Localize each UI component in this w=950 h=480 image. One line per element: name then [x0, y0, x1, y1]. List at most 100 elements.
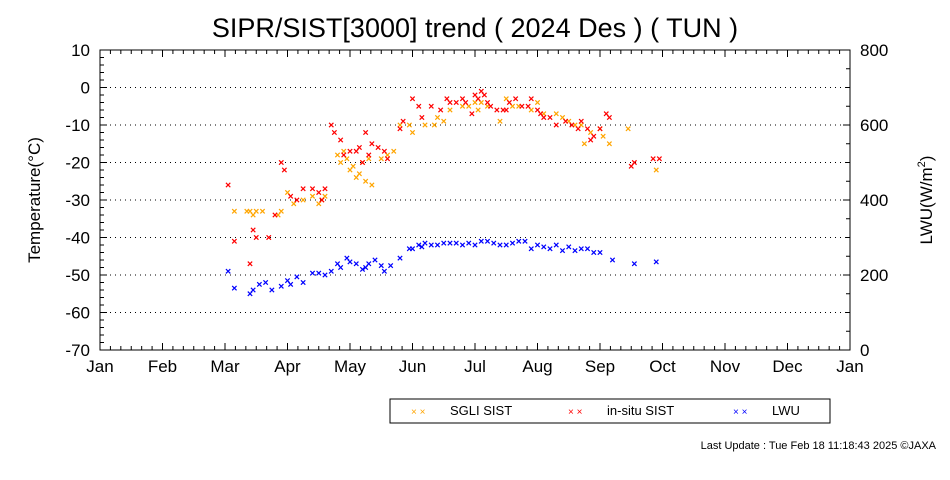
lwu-point: [338, 264, 344, 271]
in-situ-sist-point: [597, 126, 603, 132]
sgli-sist-point: [259, 208, 266, 214]
in-situ-sist-point: [463, 99, 469, 106]
lwu-point: [566, 244, 572, 250]
in-situ-sist-point: [584, 126, 591, 132]
sgli-sist-point: [406, 122, 412, 128]
in-situ-sist-point: [578, 118, 584, 124]
sgli-sist-point: [422, 122, 428, 128]
in-situ-sist-point: [247, 261, 253, 267]
lwu-point: [278, 283, 284, 289]
y2-tick-label: 0: [860, 341, 869, 360]
x-tick-label: Dec: [772, 357, 803, 376]
x-tick-label: Mar: [210, 357, 240, 376]
y-tick-label: -30: [65, 191, 90, 210]
lwu-point: [250, 287, 256, 293]
lwu-point: [572, 248, 578, 254]
in-situ-sist-point: [438, 107, 444, 113]
in-situ-sist-point: [316, 189, 322, 196]
in-situ-sist-point: [338, 137, 344, 143]
lwu-point: [378, 263, 384, 269]
in-situ-sist-point: [309, 186, 316, 192]
in-situ-sist-point: [453, 99, 459, 106]
lwu-point: [484, 238, 491, 244]
gridlines: [100, 87, 850, 313]
sgli-sist-point: [391, 148, 397, 154]
sgli-sist-point: [363, 178, 369, 184]
in-situ-sist-point: [525, 103, 531, 109]
in-situ-sist-point: [631, 159, 637, 166]
lwu-point: [328, 268, 334, 274]
in-situ-sist-point: [447, 99, 453, 106]
legend-label-insitu: in-situ SIST: [607, 403, 674, 418]
in-situ-sist-point: [319, 197, 325, 203]
in-situ-sist-point: [341, 152, 347, 158]
in-situ-sist-point: [553, 122, 559, 128]
lwu-point: [353, 261, 359, 267]
sgli-sist-point: [431, 122, 437, 128]
lwu-point: [653, 259, 659, 265]
in-situ-sist-point: [541, 114, 547, 121]
lwu-point: [388, 263, 394, 269]
in-situ-sist-point: [575, 126, 581, 132]
in-situ-sist-point: [503, 107, 509, 113]
lwu-point: [491, 240, 497, 246]
x-tick-label: Jan: [836, 357, 863, 376]
legend-marker-sgli: × ×: [411, 407, 426, 418]
lwu-point: [609, 257, 616, 263]
lwu-point: [269, 287, 275, 293]
lwu-point: [225, 268, 231, 274]
sgli-sist-point: [300, 197, 306, 203]
in-situ-sist-point: [547, 114, 553, 121]
y-tick-label: 10: [71, 41, 90, 60]
in-situ-sist-point: [606, 114, 612, 121]
in-situ-sist-point: [428, 103, 434, 109]
in-situ-sist-point: [300, 186, 306, 192]
sgli-sist-point: [231, 208, 237, 214]
y2-tick-label: 200: [860, 266, 888, 285]
in-situ-sist-point: [591, 133, 597, 139]
sgli-sist-point: [334, 152, 341, 158]
lwu-point: [422, 240, 428, 246]
sgli-sist-point: [338, 159, 344, 166]
lwu-point: [441, 240, 447, 246]
y-axis-label: Temperature(°C): [25, 137, 44, 263]
lwu-point: [359, 266, 366, 272]
lwu-point: [447, 240, 453, 246]
in-situ-sist-point: [250, 227, 256, 233]
legend-label-lwu: LWU: [772, 403, 800, 418]
lwu-point: [466, 240, 472, 246]
sgli-sist-point: [447, 107, 453, 113]
x-tick-label: Jan: [86, 357, 113, 376]
footer-update: Last Update : Tue Feb 18 11:18:43 2025 ©…: [701, 440, 937, 452]
in-situ-sist-point: [328, 122, 334, 128]
lwu-point: [347, 259, 353, 265]
in-situ-sist-point: [384, 156, 391, 162]
in-situ-sist-point: [381, 148, 387, 154]
in-situ-sist-point: [356, 144, 362, 151]
in-situ-sist-point: [294, 197, 300, 203]
lwu-point: [584, 246, 591, 252]
in-situ-sist-point: [322, 186, 328, 192]
in-situ-sist-point: [231, 238, 237, 244]
legend-marker-insitu: × ×: [568, 407, 583, 418]
lwu-point: [516, 238, 522, 244]
lwu-point: [294, 274, 300, 280]
x-tick-label: Aug: [522, 357, 552, 376]
y2-tick-label: 800: [860, 41, 888, 60]
sgli-sist-point: [350, 163, 356, 169]
sgli-sist-point: [497, 118, 503, 124]
lwu-point: [528, 246, 534, 252]
y2-axis-label-sup: 2: [916, 161, 928, 167]
lwu-point: [578, 246, 584, 252]
y-tick-label: -70: [65, 341, 90, 360]
sgli-sist-point: [581, 141, 587, 147]
sgli-sist-point: [653, 167, 659, 173]
y-tick-label: -60: [65, 304, 90, 323]
x-tick-label: Sep: [585, 357, 615, 376]
lwu-point: [409, 246, 416, 252]
sgli-sist-point: [378, 156, 384, 162]
y-tick-label: 0: [81, 79, 90, 98]
x-tick-label: Jul: [464, 357, 486, 376]
sgli-sist-point: [356, 171, 362, 177]
